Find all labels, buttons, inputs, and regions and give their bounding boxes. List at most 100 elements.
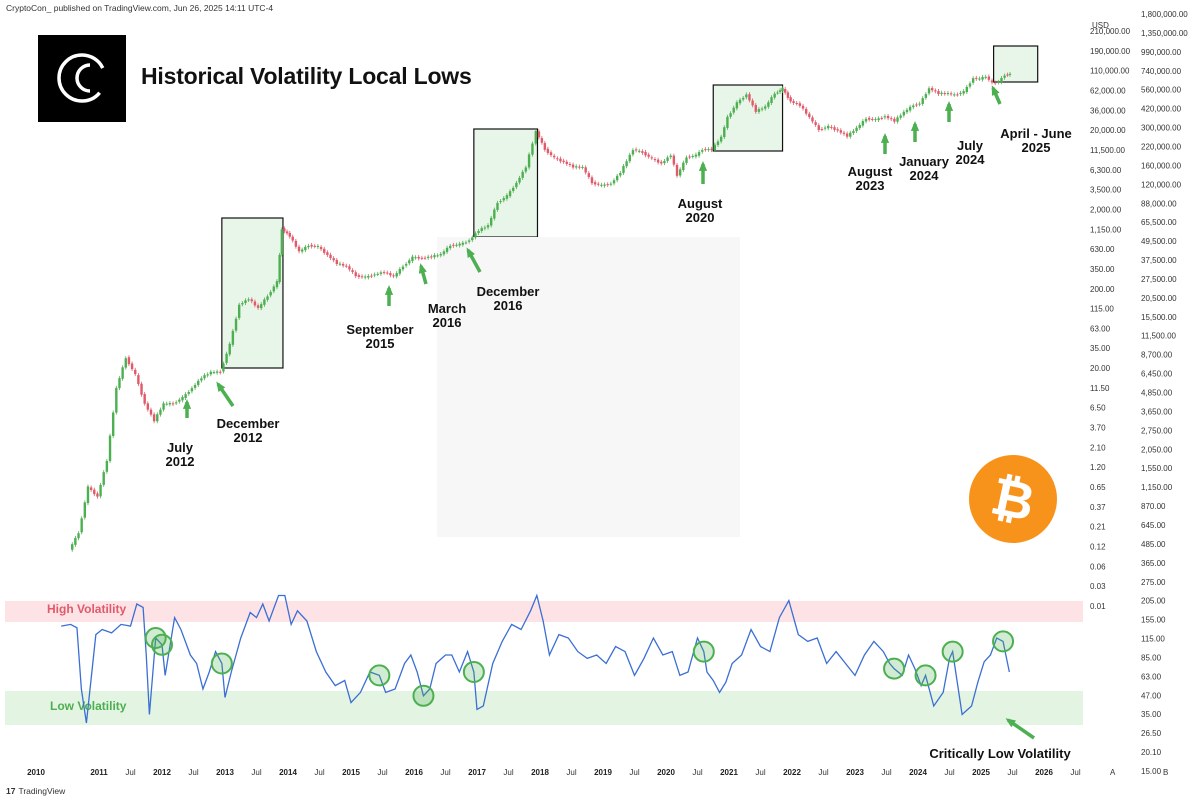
candle-body (823, 127, 827, 129)
candle-body (1000, 78, 1003, 83)
x-tick: 2013 (216, 768, 234, 777)
candle-body (845, 133, 849, 137)
candle-body (250, 299, 253, 302)
right-tick: 49,500.00 (1141, 237, 1177, 246)
candle-body (556, 158, 559, 160)
candle-body (902, 111, 906, 116)
candle-body (590, 177, 594, 184)
candle-body (108, 435, 112, 462)
candle-body (225, 353, 228, 363)
candle-body (959, 92, 962, 94)
candle-body (433, 255, 436, 258)
candle-body (518, 177, 521, 183)
candle-body (981, 77, 984, 80)
annotation-line: 2023 (856, 178, 885, 193)
candle-body (496, 202, 499, 210)
candle-body (489, 217, 493, 226)
annotation-label: January 2024 (899, 154, 950, 183)
left-tick: 115.00 (1090, 305, 1114, 314)
x-tick: 2021 (720, 768, 738, 777)
candle-body (949, 93, 953, 95)
candle-body (612, 180, 616, 184)
candle-body (584, 167, 587, 173)
annotation-arrow-head (698, 161, 708, 171)
candle-body (316, 245, 320, 247)
left-tick: 0.12 (1090, 543, 1106, 552)
annotation-line: September (346, 322, 413, 337)
candle-body (461, 242, 465, 245)
right-tick: 365.00 (1141, 559, 1166, 568)
annotation-line: Critically Low Volatility (929, 746, 1071, 761)
candle-body (382, 272, 386, 274)
candle-body (896, 117, 899, 122)
candle-body (1006, 74, 1009, 76)
tradingview-logo-icon: 17 (6, 786, 16, 796)
left-tick: 6.50 (1090, 404, 1106, 413)
candle-body (140, 383, 143, 395)
candle-body (354, 272, 357, 277)
candle-body (748, 94, 751, 101)
candle-body (486, 225, 490, 228)
right-axis: 1,800,000.00 1,350,000.00 990,000.00 740,00… (1141, 10, 1188, 776)
annotation-line: July (167, 440, 194, 455)
candle-body (726, 116, 729, 128)
annotation-label: July 2024 (956, 138, 986, 167)
right-tick: 275.00 (1141, 578, 1166, 587)
candle-body (524, 167, 528, 172)
candle-body (477, 231, 480, 234)
volatility-line (61, 593, 1010, 724)
candle-body (297, 246, 301, 252)
candle-body (411, 256, 414, 261)
candle-body (827, 125, 830, 129)
candle-body (134, 369, 137, 375)
candle-body (871, 118, 874, 120)
tradingview-footer[interactable]: 17 TradingView (6, 786, 65, 796)
candle-body (833, 127, 836, 130)
left-tick: 0.21 (1090, 523, 1106, 532)
candle-body (874, 119, 877, 121)
x-tick: 2018 (531, 768, 549, 777)
annotation-label: August 2023 (848, 164, 893, 193)
candle-body (149, 409, 153, 415)
annotation-arrow-head (216, 381, 226, 392)
candle-body (581, 166, 584, 168)
candle-body (404, 263, 408, 266)
volatility-low-marker (883, 657, 906, 680)
candle-body (357, 275, 361, 277)
axis-corner-label: B (1163, 768, 1168, 777)
candle-body (943, 93, 946, 95)
candle-body (864, 118, 868, 122)
candle-body (319, 246, 323, 250)
candle-body (701, 150, 704, 152)
candle-body (401, 266, 405, 270)
candle-body (389, 273, 392, 276)
candle-body (836, 129, 839, 131)
candle-body (830, 126, 833, 128)
x-tick: Jul (755, 768, 765, 777)
volatility-low-marker (462, 661, 485, 683)
x-tick: Jul (692, 768, 702, 777)
annotation-arrows (182, 85, 1035, 740)
right-tick: 88,000.00 (1141, 199, 1177, 208)
candle-body (197, 380, 200, 385)
candle-body (193, 384, 197, 388)
candle-body (597, 183, 600, 185)
candle-body (757, 109, 761, 112)
x-tick: Jul (629, 768, 639, 777)
annotation-arrow-head (384, 285, 394, 295)
candle-body (89, 487, 93, 490)
left-tick: 0.01 (1090, 602, 1106, 611)
left-tick: 1,150.00 (1090, 225, 1122, 234)
candle-body (74, 537, 77, 545)
candle-body (212, 372, 216, 374)
candle-body (234, 318, 238, 331)
candle-body (291, 236, 294, 241)
candle-body (593, 182, 597, 185)
candle-body (660, 161, 663, 164)
annotation-arrow-head (910, 121, 920, 131)
annotation-label: Critically Low Volatility (929, 746, 1071, 761)
candle-body (237, 304, 241, 318)
candle-body (146, 403, 150, 410)
